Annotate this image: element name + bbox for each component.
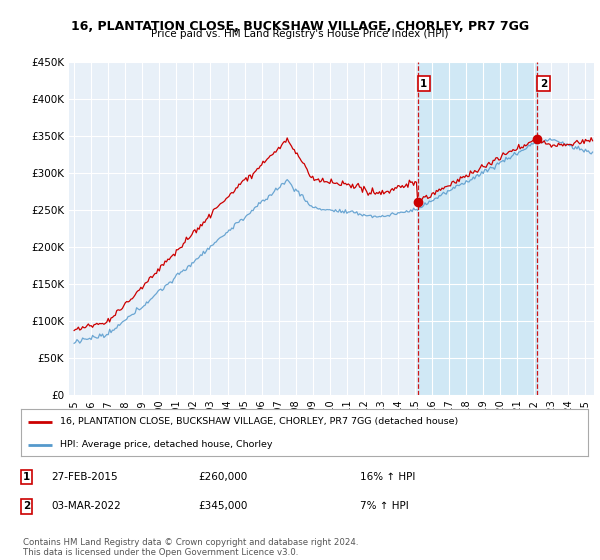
Text: 1: 1 — [23, 472, 30, 482]
Text: 16, PLANTATION CLOSE, BUCKSHAW VILLAGE, CHORLEY, PR7 7GG: 16, PLANTATION CLOSE, BUCKSHAW VILLAGE, … — [71, 20, 529, 32]
Text: £260,000: £260,000 — [198, 472, 247, 482]
Text: Price paid vs. HM Land Registry's House Price Index (HPI): Price paid vs. HM Land Registry's House … — [151, 29, 449, 39]
Text: 27-FEB-2015: 27-FEB-2015 — [51, 472, 118, 482]
Bar — [418, 62, 537, 395]
Text: 7% ↑ HPI: 7% ↑ HPI — [360, 501, 409, 511]
Text: 03-MAR-2022: 03-MAR-2022 — [51, 501, 121, 511]
Text: 16, PLANTATION CLOSE, BUCKSHAW VILLAGE, CHORLEY, PR7 7GG (detached house): 16, PLANTATION CLOSE, BUCKSHAW VILLAGE, … — [59, 417, 458, 426]
Bar — [418, 62, 537, 395]
Text: 1: 1 — [420, 79, 427, 89]
Text: 2: 2 — [540, 79, 547, 89]
Text: HPI: Average price, detached house, Chorley: HPI: Average price, detached house, Chor… — [59, 440, 272, 449]
Text: 16% ↑ HPI: 16% ↑ HPI — [360, 472, 415, 482]
Text: 2: 2 — [23, 501, 30, 511]
Text: Contains HM Land Registry data © Crown copyright and database right 2024.
This d: Contains HM Land Registry data © Crown c… — [23, 538, 358, 557]
Text: £345,000: £345,000 — [198, 501, 247, 511]
